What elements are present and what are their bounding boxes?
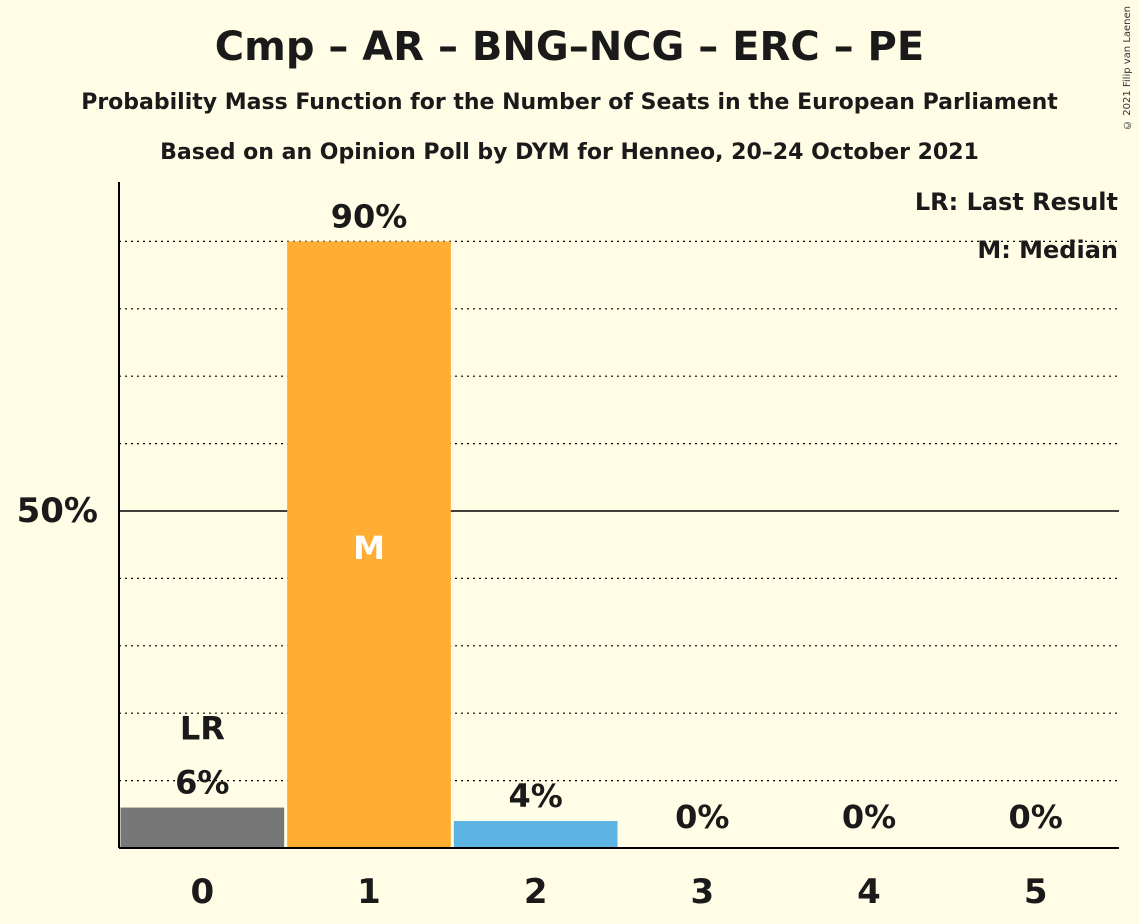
x-tick-label-0: 0 — [190, 872, 214, 912]
bars — [120, 241, 618, 848]
value-label-2: 4% — [509, 777, 563, 815]
bar-1 — [287, 241, 451, 848]
value-label-0: 6% — [175, 764, 229, 802]
bar-2 — [453, 821, 618, 848]
x-tick-label-5: 5 — [1024, 872, 1048, 912]
chart-subtitle-poll: Based on an Opinion Poll by DYM for Henn… — [160, 140, 979, 165]
legend-median: M: Median — [977, 236, 1118, 264]
bar-labels: 0 6% LR 1 90% M 2 4% 3 0% 4 0% 5 0% — [175, 197, 1063, 912]
chart-subtitle: Probability Mass Function for the Number… — [81, 90, 1058, 115]
chart-title: Cmp – AR – BNG–NCG – ERC – PE — [214, 24, 925, 70]
grid-lines — [119, 240, 1119, 782]
bar-0 — [120, 807, 285, 848]
x-tick-label-2: 2 — [524, 872, 548, 912]
value-label-3: 0% — [675, 798, 729, 836]
value-label-4: 0% — [842, 798, 896, 836]
legend-last-result: LR: Last Result — [915, 188, 1118, 216]
x-tick-label-4: 4 — [857, 872, 881, 912]
x-tick-label-1: 1 — [357, 872, 381, 912]
value-label-5: 0% — [1009, 798, 1063, 836]
value-label-1: 90% — [331, 197, 408, 235]
x-tick-label-3: 3 — [690, 872, 714, 912]
median-marker: M — [353, 529, 385, 567]
y-tick-label: 50% — [17, 491, 98, 531]
last-result-marker: LR — [180, 710, 225, 748]
